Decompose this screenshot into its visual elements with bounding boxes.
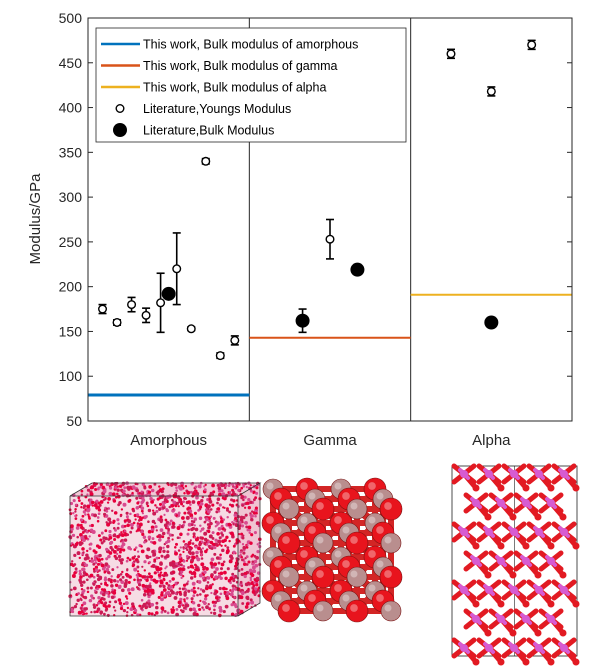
legend: This work, Bulk modulus of amorphous This… [95,27,407,143]
y-tick-label: 150 [59,323,83,339]
youngs-modulus-point [127,296,137,313]
marker [98,304,108,314]
y-axis-label: Modulus/GPa [27,173,44,265]
data-points [98,39,537,361]
legend-label: Literature,Bulk Modulus [143,124,274,138]
amorphous-structure-image [68,481,262,618]
y-tick-label: 450 [59,55,83,71]
legend-item: This work, Bulk modulus of alpha [101,81,326,95]
this-work-lines [88,293,572,397]
marker [172,264,182,274]
marker [295,313,310,328]
bulk-modulus-point [295,308,310,334]
youngs-modulus-point [186,324,196,334]
marker [156,298,166,308]
marker [484,315,499,330]
legend-item: This work, Bulk modulus of gamma [101,59,338,73]
youngs-modulus-point [446,48,456,60]
youngs-modulus-point [112,317,122,327]
y-tick-label: 250 [59,234,83,250]
panel-label-gamma: Gamma [303,432,357,449]
legend-label: This work, Bulk modulus of amorphous [143,38,358,52]
youngs-modulus-point [230,335,240,346]
legend-label: This work, Bulk modulus of alpha [143,81,326,95]
plot-frame [87,17,573,422]
youngs-modulus-point [156,272,166,334]
marker [527,40,537,50]
gamma-structure-image [261,477,403,623]
marker [215,351,225,361]
legend-item: This work, Bulk modulus of amorphous [101,38,358,52]
chart: 50 100 150 200 250 300 350 400 450 500 Modulus/GP… [27,10,573,449]
legend-item: Literature,Youngs Modulus [115,102,291,116]
y-axis: 50 100 150 200 250 300 350 400 450 500 [59,10,572,429]
youngs-modulus-point [141,307,151,324]
youngs-modulus-point [486,86,496,97]
marker [161,286,176,301]
youngs-modulus-point [527,39,537,51]
y-tick-label: 400 [59,100,83,116]
marker [446,49,456,59]
alpha-structure-image [451,463,580,666]
marker [325,234,335,244]
marker [127,300,137,310]
bulk-modulus-point [161,286,176,301]
youngs-modulus-point [215,351,225,361]
marker [141,310,151,320]
marker [486,86,496,96]
legend-label: This work, Bulk modulus of gamma [143,59,338,73]
y-tick-label: 300 [59,189,83,205]
panel-label-alpha: Alpha [472,432,511,449]
legend-item: Literature,Bulk Modulus [113,123,274,138]
youngs-modulus-point [98,303,108,315]
legend-label: Literature,Youngs Modulus [143,102,291,116]
marker [112,317,122,327]
marker [350,262,365,277]
youngs-modulus-point [201,156,211,166]
y-tick-label: 100 [59,368,83,384]
youngs-modulus-point [325,218,335,260]
marker [186,324,196,334]
legend-swatch [113,123,127,137]
y-tick-label: 350 [59,144,83,160]
bulk-modulus-point [350,262,365,277]
y-tick-label: 50 [66,413,82,429]
crystal-structure-images [68,463,580,666]
y-tick-label: 500 [59,10,83,26]
panel-label-amorphous: Amorphous [130,432,207,449]
marker [201,156,211,166]
youngs-modulus-point [172,232,182,306]
marker [230,335,240,345]
legend-swatch [115,103,125,113]
legend-box [95,27,407,143]
y-tick-label: 200 [59,279,83,295]
bulk-modulus-point [484,315,499,330]
panel-labels: Amorphous Gamma Alpha [130,432,511,449]
